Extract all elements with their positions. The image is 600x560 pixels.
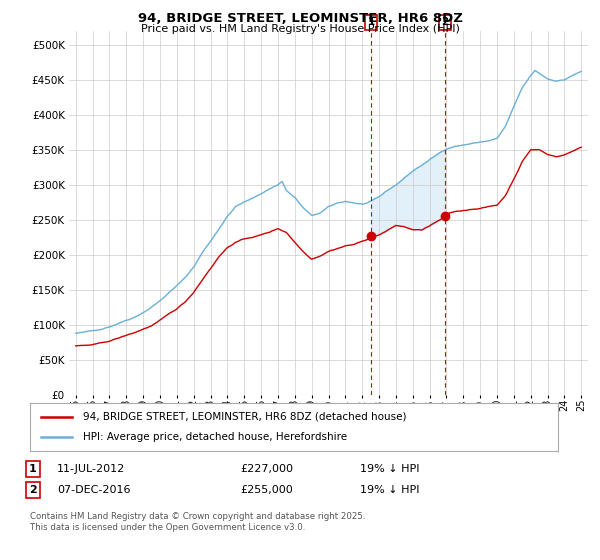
- Text: Contains HM Land Registry data © Crown copyright and database right 2025.
This d: Contains HM Land Registry data © Crown c…: [30, 512, 365, 532]
- Text: 19% ↓ HPI: 19% ↓ HPI: [360, 464, 419, 474]
- Text: £227,000: £227,000: [240, 464, 293, 474]
- Text: 19% ↓ HPI: 19% ↓ HPI: [360, 485, 419, 495]
- Text: Price paid vs. HM Land Registry's House Price Index (HPI): Price paid vs. HM Land Registry's House …: [140, 24, 460, 34]
- Text: 07-DEC-2016: 07-DEC-2016: [57, 485, 131, 495]
- Text: 94, BRIDGE STREET, LEOMINSTER, HR6 8DZ (detached house): 94, BRIDGE STREET, LEOMINSTER, HR6 8DZ (…: [83, 412, 406, 422]
- Text: 94, BRIDGE STREET, LEOMINSTER, HR6 8DZ: 94, BRIDGE STREET, LEOMINSTER, HR6 8DZ: [137, 12, 463, 25]
- Text: HPI: Average price, detached house, Herefordshire: HPI: Average price, detached house, Here…: [83, 432, 347, 442]
- Text: £255,000: £255,000: [240, 485, 293, 495]
- Text: 1: 1: [368, 17, 375, 27]
- Text: 11-JUL-2012: 11-JUL-2012: [57, 464, 125, 474]
- Text: 1: 1: [29, 464, 37, 474]
- Text: 2: 2: [29, 485, 37, 495]
- Text: 2: 2: [442, 17, 449, 27]
